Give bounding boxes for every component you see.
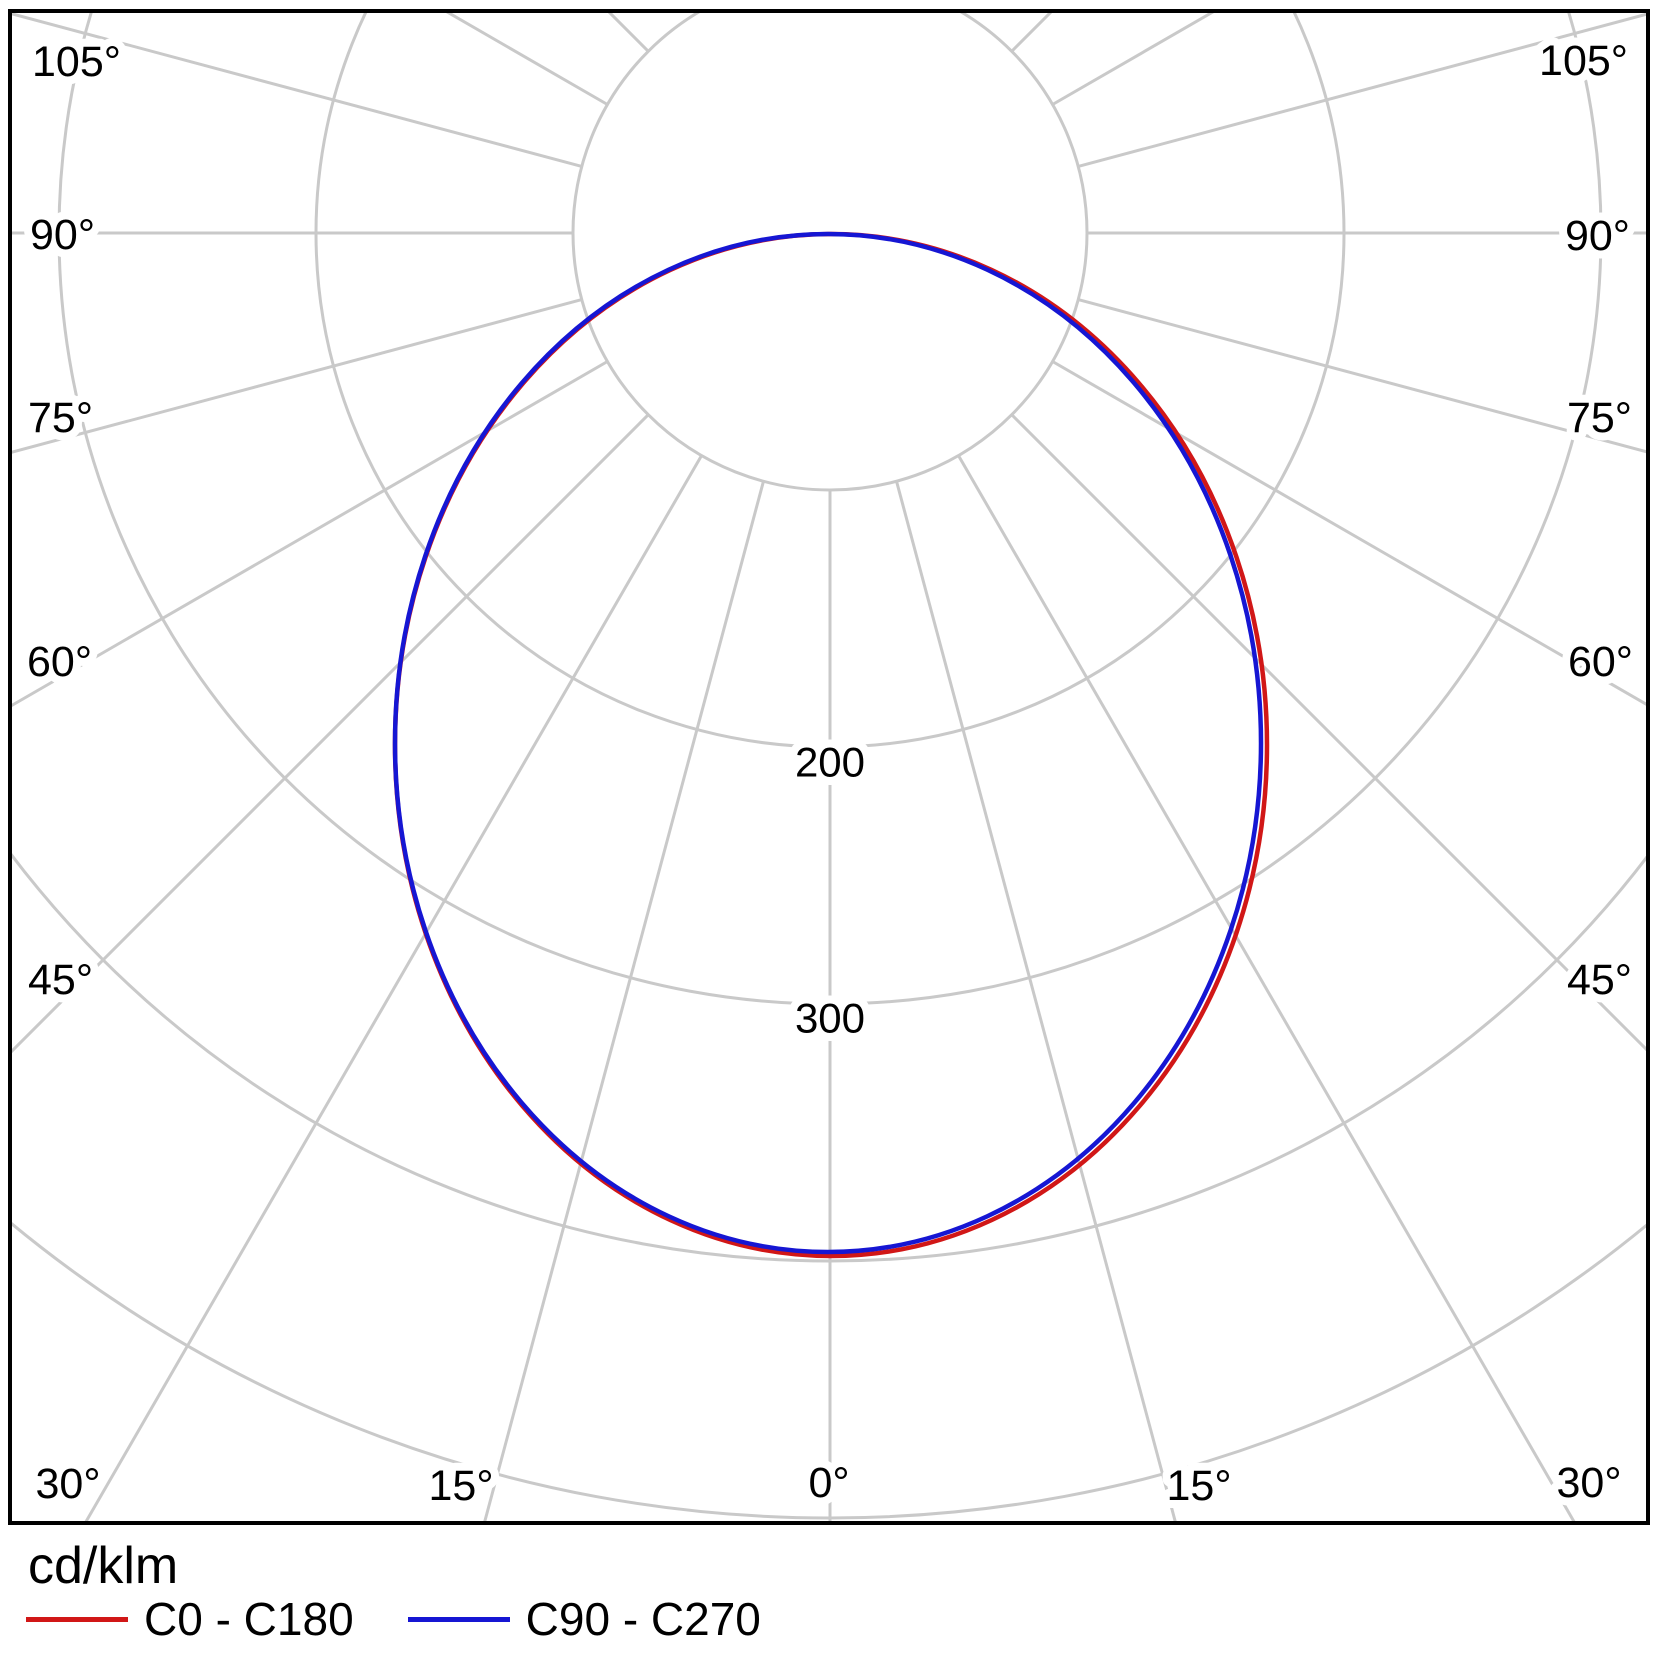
legend-unit-label: cd/klm [28, 1537, 179, 1595]
legend-swatch-c90-c270 [407, 1616, 510, 1622]
angle-label-bottom-30: 30° [1556, 1459, 1621, 1507]
grid-spoke-315deg [10, 413, 650, 1056]
angle-label-right-75: 75° [1567, 394, 1632, 442]
angle-label-left-90: 90° [30, 211, 95, 259]
grid-spoke-255deg [10, 11, 583, 168]
angle-label-left-75: 75° [28, 394, 93, 442]
grid-spoke-345deg [482, 480, 765, 1523]
grid-spoke-300deg [10, 360, 609, 709]
angle-label-right-90: 90° [1565, 212, 1630, 260]
curves [392, 231, 1270, 1259]
grid-spoke-210deg [700, 11, 701, 12]
legend-label-c0-c180: C0 - C180 [144, 1593, 354, 1645]
angle-label-left-45: 45° [28, 956, 93, 1004]
angle-label-right-45: 45° [1567, 956, 1632, 1004]
angle-label-left-105: 105° [32, 38, 121, 86]
grid-ring-100 [571, 11, 1089, 492]
angle-label-bottom-0: 0° [808, 1459, 849, 1507]
grid-spoke-30deg [957, 454, 1577, 1523]
angle-label-bottom-15: 15° [428, 1462, 493, 1510]
angle-label-bottom-15: 15° [1166, 1462, 1231, 1510]
grid-spoke-15deg [895, 480, 1178, 1523]
plot-border [8, 9, 1650, 1525]
angle-label-bottom-30: 30° [35, 1460, 100, 1508]
legend-label-c90-c270: C90 - C270 [525, 1593, 761, 1645]
angle-label-left-60: 60° [27, 638, 92, 686]
r-axis-label-300: 300 [795, 995, 865, 1042]
grid-spoke-285deg [10, 298, 583, 455]
grid-spoke-75deg [1077, 298, 1648, 454]
grid-spoke-105deg [1077, 12, 1648, 168]
grid-spoke-330deg [83, 454, 703, 1523]
grid-spoke-60deg [1051, 360, 1648, 708]
r-axis-label-200: 200 [795, 739, 865, 786]
grid-spoke-150deg [959, 11, 960, 12]
angle-label-right-60: 60° [1568, 638, 1633, 686]
legend-swatch-c0-c180 [26, 1616, 128, 1622]
legend: C0 - C180 C90 - C270 [26, 1594, 761, 1644]
curve-c90-c270 [392, 231, 1264, 1255]
angle-label-right-105: 105° [1539, 37, 1628, 85]
